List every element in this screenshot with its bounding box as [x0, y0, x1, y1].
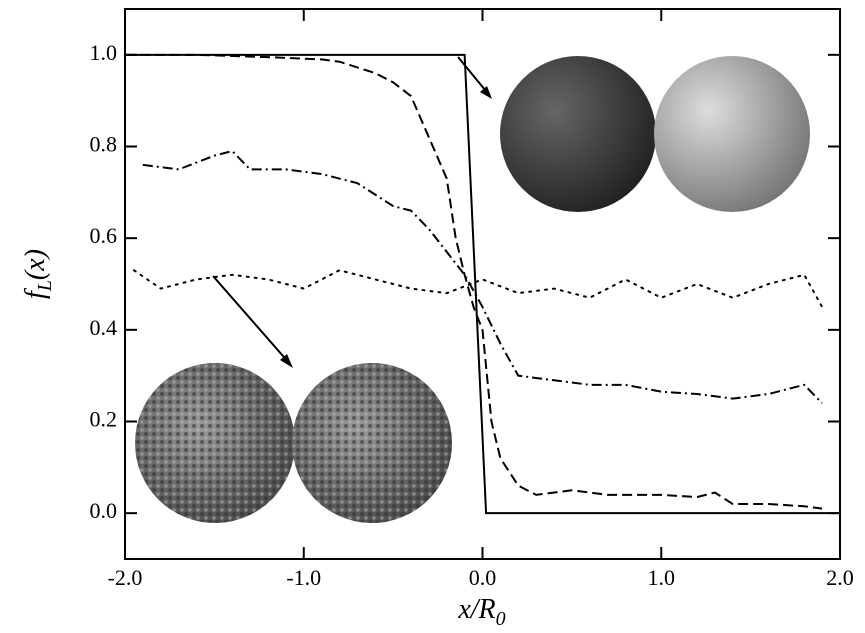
x-tick-label: -2.0	[108, 565, 143, 590]
series-line	[125, 53, 823, 510]
x-label-part: x/R	[457, 594, 495, 625]
series-line	[132, 269, 824, 308]
x-tick-label: 0.0	[469, 565, 497, 590]
x-axis-label: x/R0	[457, 594, 505, 629]
series-line	[142, 149, 823, 404]
y-label-part: f	[20, 288, 51, 299]
arrowhead	[480, 86, 492, 99]
y-tick-label: 1.0	[90, 40, 118, 65]
inset-particle	[500, 56, 656, 212]
x-tick-label: -1.0	[286, 565, 321, 590]
arrowhead	[280, 354, 293, 368]
inset-texture	[135, 363, 295, 523]
x-tick-label: 1.0	[648, 565, 676, 590]
y-label-part: L	[34, 280, 56, 292]
arrow	[212, 275, 291, 365]
inset-particle	[654, 56, 810, 212]
series-line	[125, 53, 840, 515]
y-tick-label: 0.2	[90, 407, 118, 432]
x-tick-label: 2.0	[826, 565, 854, 590]
inset-texture	[292, 363, 452, 523]
x-label-part: 0	[496, 608, 506, 630]
y-tick-label: 0.8	[90, 132, 118, 157]
insets	[135, 56, 810, 523]
y-tick-label: 0.0	[90, 498, 118, 523]
y-tick-label: 0.4	[90, 315, 118, 340]
y-label-part: (x)	[20, 249, 51, 280]
y-tick-label: 0.6	[90, 223, 118, 248]
y-axis-label: fL(x)	[20, 249, 55, 299]
